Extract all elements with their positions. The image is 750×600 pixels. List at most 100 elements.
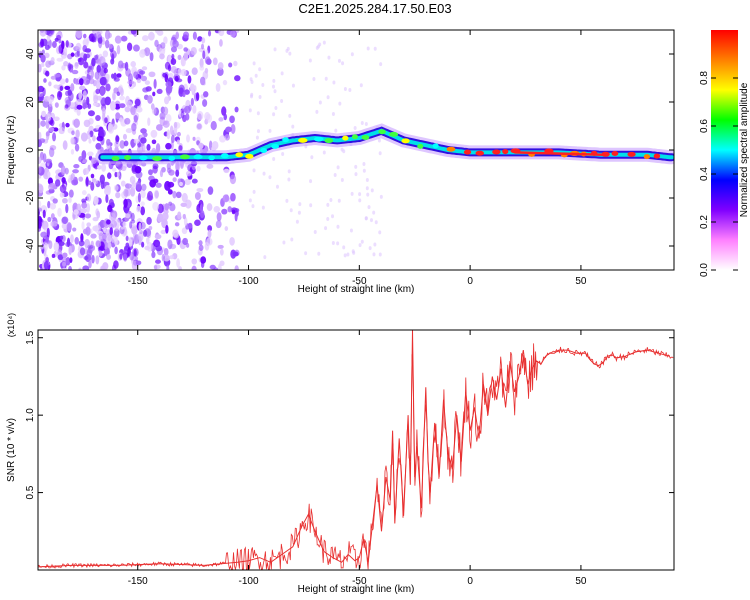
noise-blob (322, 150, 326, 155)
noise-blob (196, 187, 204, 193)
noise-blob (80, 233, 84, 243)
noise-blob (175, 31, 180, 40)
noise-blob (43, 260, 49, 270)
x-tick-label: 0 (467, 576, 473, 587)
noise-blob (285, 198, 289, 203)
noise-blob (258, 67, 262, 72)
noise-blob (74, 78, 79, 85)
noise-blob (57, 254, 64, 261)
noise-blob (96, 210, 101, 219)
noise-blob (272, 78, 276, 83)
noise-blob (101, 163, 107, 172)
spectrogram-x-ticks: -150 -100 -50 0 50 (128, 30, 587, 287)
noise-blob (331, 111, 335, 116)
noise-blob (268, 175, 272, 180)
y-tick-label: -20 (25, 190, 36, 205)
noise-blob (93, 94, 98, 104)
noise-blob (215, 83, 221, 92)
noise-blob (59, 85, 64, 91)
noise-blob (97, 37, 103, 44)
noise-blob (91, 70, 95, 78)
noise-blob (89, 78, 95, 85)
ridge-bead (611, 151, 619, 157)
noise-blob (360, 120, 364, 125)
noise-blob (182, 213, 186, 220)
noise-blob (45, 113, 52, 122)
noise-blob (187, 222, 193, 229)
noise-blob (310, 155, 314, 160)
noise-blob (177, 54, 182, 61)
noise-blob (341, 61, 345, 66)
noise-blob (83, 61, 89, 69)
noise-blob (125, 213, 131, 219)
noise-blob (336, 241, 340, 246)
noise-blob (105, 83, 111, 92)
noise-blob (248, 108, 252, 113)
noise-blob (154, 39, 159, 48)
noise-blob (219, 260, 225, 267)
noise-blob (378, 252, 382, 257)
noise-blob (217, 62, 224, 70)
noise-blob (366, 46, 370, 51)
noise-blob (144, 47, 151, 57)
noise-blob (192, 31, 197, 41)
noise-blob (86, 193, 92, 202)
noise-blob (221, 106, 227, 116)
noise-blob (234, 265, 239, 270)
noise-blob (49, 202, 57, 210)
noise-blob (187, 75, 192, 84)
noise-blob (73, 163, 80, 169)
snr-y-scale-label: (x10⁴) (6, 313, 16, 337)
ridge-bead (235, 152, 244, 158)
noise-blob (358, 198, 362, 203)
noise-blob (309, 179, 313, 184)
noise-blob (65, 122, 70, 128)
noise-blob (99, 87, 105, 97)
noise-blob (133, 44, 140, 52)
noise-blob (66, 222, 72, 232)
y-tick-label: 20 (25, 96, 36, 108)
noise-blob (64, 104, 69, 109)
noise-blob (164, 73, 169, 83)
noise-blob (51, 40, 57, 49)
ridge-bead (502, 149, 509, 155)
noise-blob (377, 138, 381, 143)
noise-blob (189, 83, 195, 92)
noise-blob (161, 212, 169, 221)
noise-blob (219, 135, 227, 143)
noise-blob (340, 147, 344, 152)
ridge-bead (342, 135, 349, 141)
noise-blob (219, 39, 223, 47)
noise-blob (58, 126, 65, 135)
noise-blob (42, 153, 47, 163)
noise-blob (106, 219, 111, 225)
noise-blob (112, 93, 117, 101)
noise-blob (225, 126, 232, 133)
noise-blob (88, 118, 94, 125)
noise-blob (181, 192, 188, 203)
noise-blob (122, 133, 128, 140)
noise-blob (295, 219, 299, 224)
noise-blob (125, 128, 133, 134)
noise-blob (124, 117, 131, 125)
noise-blob (172, 229, 179, 238)
noise-blob (88, 260, 92, 269)
noise-blob (113, 228, 120, 238)
noise-blob (136, 106, 143, 113)
noise-blob (221, 208, 228, 215)
noise-blob (358, 192, 362, 197)
noise-blob (57, 207, 62, 217)
noise-blob (140, 137, 147, 144)
noise-blob (130, 30, 137, 35)
noise-blob (215, 220, 222, 229)
noise-blob (212, 57, 218, 66)
noise-blob (234, 212, 238, 222)
noise-blob (78, 156, 84, 163)
noise-blob (71, 179, 79, 186)
noise-blob (105, 73, 110, 80)
noise-blob (255, 135, 259, 140)
noise-blob (102, 50, 109, 58)
noise-blob (41, 62, 45, 67)
noise-blob (114, 35, 122, 44)
noise-blob (281, 152, 285, 157)
